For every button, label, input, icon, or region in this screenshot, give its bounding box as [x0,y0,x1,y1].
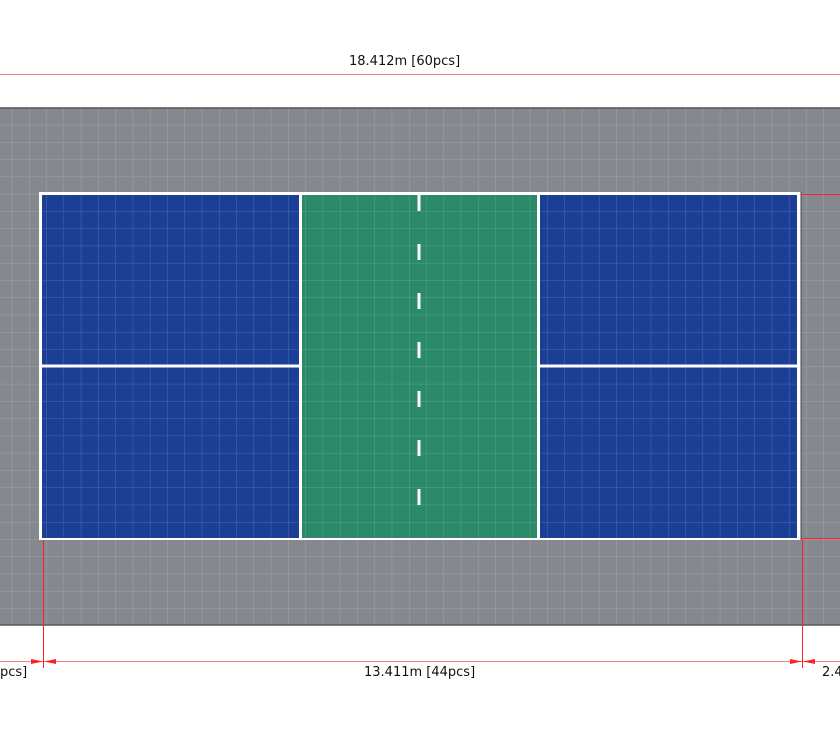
right-margin-label: 2.4 [822,665,840,680]
arrowhead [31,659,43,664]
overall-width-label: 18.412m [60pcs] [349,54,461,69]
arrowhead [803,659,815,664]
dimension-lines [0,74,840,668]
arrowhead [790,659,802,664]
left-margin-label: pcs] [0,665,28,680]
court-length-label: 13.411m [44pcs] [364,665,476,680]
arrowhead [44,659,56,664]
